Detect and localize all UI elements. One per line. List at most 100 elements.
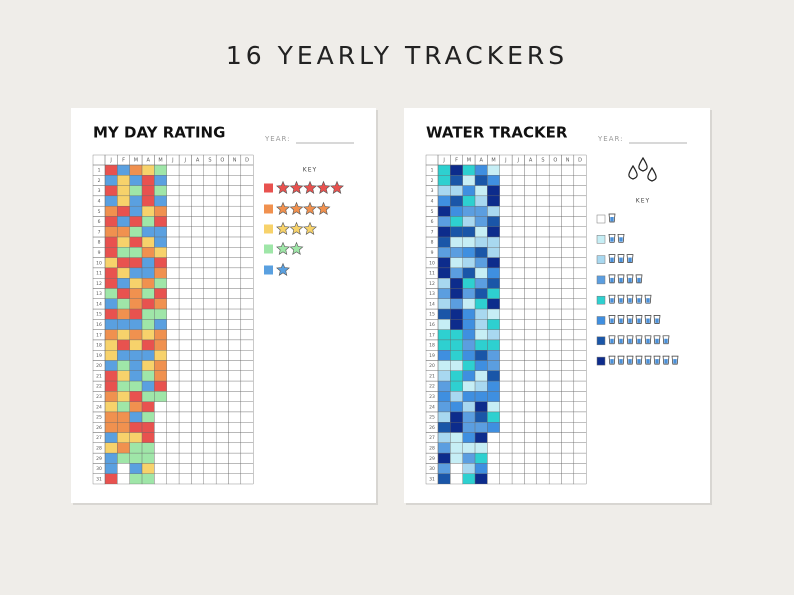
grid-cell bbox=[154, 195, 167, 207]
grid-cell bbox=[228, 360, 242, 371]
grid-cell bbox=[191, 329, 204, 341]
month-label: D bbox=[245, 158, 249, 164]
grid-cell bbox=[129, 473, 143, 485]
cup-water bbox=[610, 338, 614, 344]
grid-cell bbox=[104, 329, 118, 341]
grid-cell bbox=[129, 463, 143, 474]
grid-cell bbox=[178, 350, 192, 361]
grid-cell bbox=[228, 267, 242, 279]
grid-cell bbox=[228, 463, 242, 474]
month-label: J bbox=[171, 158, 173, 164]
grid-cell bbox=[573, 298, 587, 310]
grid-cell bbox=[203, 278, 217, 289]
grid-cell bbox=[499, 442, 513, 454]
key-swatch bbox=[596, 295, 606, 305]
grid-cell bbox=[573, 175, 587, 186]
grid-cell bbox=[117, 288, 130, 299]
grid-cell bbox=[104, 370, 118, 382]
day-label: 5 bbox=[98, 209, 101, 215]
grid-cell bbox=[573, 391, 587, 402]
grid-cell bbox=[191, 226, 204, 238]
grid-cell bbox=[104, 401, 118, 413]
grid-cell bbox=[437, 401, 451, 413]
grid-cell bbox=[141, 401, 155, 413]
grid-cell bbox=[191, 216, 204, 227]
grid-cell bbox=[462, 442, 476, 454]
grid-cell bbox=[437, 164, 451, 176]
day-label: 3 bbox=[431, 188, 434, 194]
grid-cell bbox=[474, 339, 488, 351]
grid-cell bbox=[104, 298, 118, 310]
grid-cell bbox=[228, 175, 242, 186]
grid-cell bbox=[437, 288, 451, 299]
key-swatch bbox=[264, 204, 273, 214]
grid-cell bbox=[573, 319, 587, 330]
cup-water bbox=[655, 338, 659, 344]
grid-cell bbox=[437, 422, 451, 433]
grid-cell bbox=[203, 164, 217, 176]
grid-cell bbox=[487, 360, 500, 371]
grid-cell bbox=[573, 463, 587, 474]
grid-cell bbox=[228, 339, 242, 351]
grid-cell bbox=[437, 319, 451, 330]
grid-cell bbox=[487, 185, 500, 197]
grid-cell bbox=[154, 370, 167, 382]
grid-cell bbox=[203, 463, 217, 474]
day-label: 17 bbox=[429, 332, 435, 338]
grid-cell bbox=[499, 360, 513, 371]
grid-cell bbox=[215, 473, 229, 485]
grid-cell bbox=[203, 329, 217, 341]
grid-cell bbox=[141, 319, 155, 330]
grid-cell bbox=[499, 216, 513, 227]
grid-cell bbox=[117, 370, 130, 382]
grid-cell bbox=[203, 247, 217, 258]
grid-cell bbox=[561, 422, 575, 433]
grid-cell bbox=[228, 370, 242, 382]
grid-cell bbox=[573, 164, 587, 176]
grid-cell bbox=[104, 257, 118, 269]
grid-cell bbox=[511, 422, 525, 433]
grid-cell bbox=[548, 195, 562, 207]
grid-cell bbox=[104, 236, 118, 248]
month-label: S bbox=[541, 158, 544, 164]
grid-cell bbox=[154, 391, 167, 402]
grid-cell bbox=[154, 329, 167, 341]
grid-cell bbox=[573, 473, 587, 485]
grid-cell bbox=[154, 360, 167, 371]
grid-cell bbox=[215, 391, 229, 402]
grid-cell bbox=[474, 401, 488, 413]
cup-water bbox=[610, 217, 614, 222]
grid-cell bbox=[141, 380, 155, 392]
grid-cell bbox=[166, 164, 180, 176]
grid-cell bbox=[524, 267, 537, 279]
month-label: J bbox=[517, 158, 519, 164]
grid-cell bbox=[117, 226, 130, 238]
grid-cell bbox=[524, 195, 537, 207]
grid-cell bbox=[104, 278, 118, 289]
grid-cell bbox=[215, 216, 229, 227]
grid-cell bbox=[524, 432, 537, 444]
grid-cell bbox=[511, 247, 525, 258]
grid-cell bbox=[240, 452, 254, 464]
grid-cell bbox=[511, 205, 525, 217]
day-label: 10 bbox=[429, 260, 435, 266]
day-label: 16 bbox=[429, 322, 435, 328]
grid-cell bbox=[474, 432, 488, 444]
grid-cell bbox=[450, 432, 463, 444]
grid-cell bbox=[117, 308, 130, 320]
grid-cell bbox=[141, 329, 155, 341]
grid-cell bbox=[240, 391, 254, 402]
grid-cell bbox=[474, 185, 488, 197]
grid-cell bbox=[215, 411, 229, 423]
key-swatch bbox=[596, 316, 606, 325]
grid-cell bbox=[203, 473, 217, 485]
grid-cell bbox=[462, 205, 476, 217]
grid-cell bbox=[178, 257, 192, 269]
grid-cell bbox=[487, 164, 500, 176]
grid-cell bbox=[524, 236, 537, 248]
grid-cell bbox=[548, 422, 562, 433]
grid-cell bbox=[166, 195, 180, 207]
grid-cell bbox=[203, 216, 217, 227]
grid-cell bbox=[228, 432, 242, 444]
grid-cell bbox=[178, 267, 192, 279]
